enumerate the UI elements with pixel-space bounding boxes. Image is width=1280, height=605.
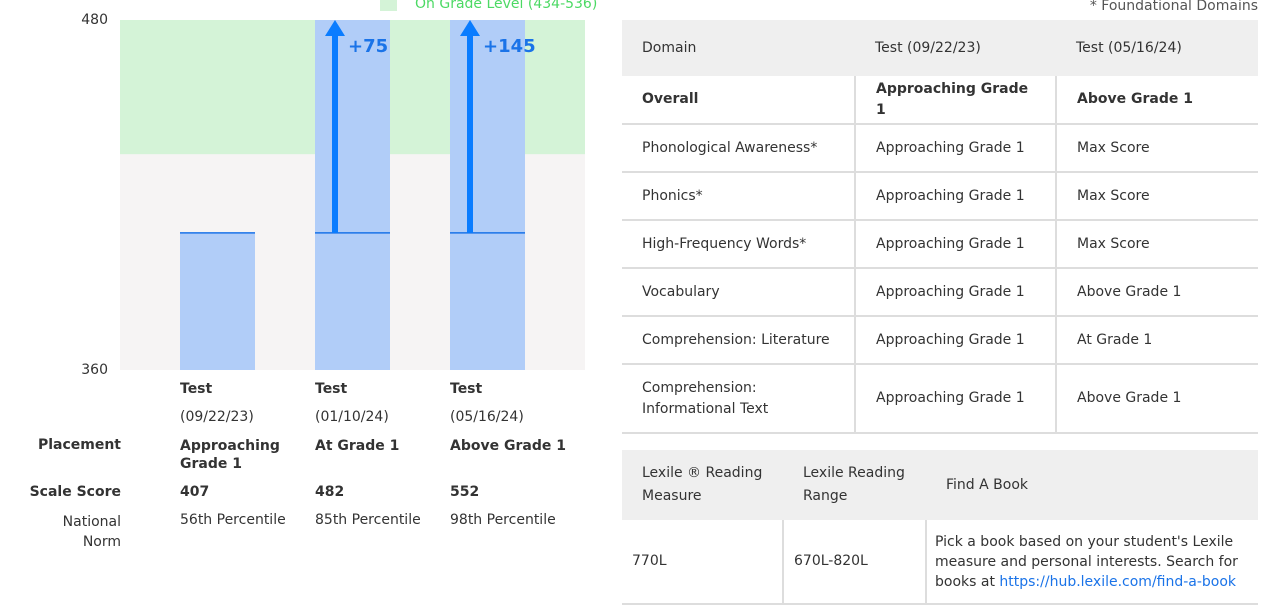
table-cell: Above Grade 1	[1055, 268, 1258, 317]
domain-table: Domain Test (09/22/23) Test (05/16/24) Over…	[622, 20, 1258, 434]
arrow-head	[460, 20, 480, 36]
table-cell: Comprehension: Literature	[622, 316, 855, 365]
table-row: Comprehension: Informational Text Approac…	[622, 364, 1258, 434]
scale-score: 552	[450, 484, 480, 500]
placement: At Grade 1	[315, 438, 400, 454]
table-cell: Test (05/16/24)	[1056, 20, 1258, 76]
table-cell: Find A Book	[926, 450, 1258, 520]
placement: Approaching Grade 1	[180, 438, 280, 472]
table-row: High-Frequency Words* Approaching Grade 1…	[622, 220, 1258, 269]
table-cell: Lexile Reading Range	[783, 450, 926, 520]
find-text: Pick a book based on your student's Lexi…	[935, 533, 1238, 590]
table-cell: Above Grade 1	[1055, 364, 1258, 434]
table-cell: Approaching Grade 1	[854, 364, 1056, 434]
test-name: Test	[315, 381, 348, 397]
table-row: Vocabulary Approaching Grade 1 Above Grade…	[622, 268, 1258, 317]
table-row: Domain Test (09/22/23) Test (05/16/24)	[622, 20, 1258, 76]
table-cell: Approaching Grade 1	[854, 220, 1056, 269]
test-name: Test	[450, 381, 483, 397]
test-name: Test	[180, 381, 213, 397]
table-row: Overall Approaching Grade 1 Above Grade 1	[622, 76, 1258, 125]
table-row: 770L 670L-820L Pick a book based on your s…	[622, 520, 1258, 605]
table-cell: Comprehension: Informational Text	[622, 364, 855, 434]
table-cell: At Grade 1	[1055, 316, 1258, 365]
arrow-head	[325, 20, 345, 36]
table-row: Phonological Awareness* Approaching Grade…	[622, 124, 1258, 173]
national-norm: 85th Percentile	[315, 512, 421, 528]
table-row: Phonics* Approaching Grade 1 Max Score	[622, 172, 1258, 221]
table-cell: Max Score	[1055, 124, 1258, 173]
test-date: (01/10/24)	[315, 409, 389, 425]
legend-label: On Grade Level (434-536)	[415, 0, 597, 12]
national-norm: 56th Percentile	[180, 512, 286, 528]
y-tick-label: 480	[81, 12, 108, 28]
table-cell: Max Score	[1055, 172, 1258, 221]
placement: Above Grade 1	[450, 438, 566, 454]
table-cell: Overall	[622, 76, 855, 125]
table-cell: Pick a book based on your student's Lexi…	[925, 520, 1258, 605]
score-bar	[180, 232, 255, 370]
row-label: Placement	[37, 437, 121, 453]
score-chart: 360 480 On Grade Level (434-536) +75 +145	[81, 0, 597, 378]
table-row: Lexile ® Reading Measure Lexile Reading R…	[622, 450, 1258, 520]
table-row: Comprehension: Literature Approaching Gra…	[622, 316, 1258, 365]
table-cell: 670L-820L	[782, 520, 926, 605]
table-cell: Domain	[622, 20, 855, 76]
table-cell: Approaching Grade 1	[854, 124, 1056, 173]
test-date: (09/22/23)	[180, 409, 254, 425]
row-label: National Norm	[62, 514, 121, 550]
growth-label: +75	[348, 36, 388, 57]
table-cell: Approaching Grade 1	[854, 76, 1056, 125]
y-tick-label: 360	[81, 362, 108, 378]
scale-score: 407	[180, 484, 210, 500]
table-cell: Lexile ® Reading Measure	[622, 450, 783, 520]
score-bar	[450, 20, 525, 370]
find-link[interactable]: https://hub.lexile.com/find-a-book	[999, 573, 1237, 590]
legend-swatch	[380, 0, 397, 11]
table-cell: High-Frequency Words*	[622, 220, 855, 269]
table-cell: Phonological Awareness*	[622, 124, 855, 173]
table-cell: Max Score	[1055, 220, 1258, 269]
table-cell: Vocabulary	[622, 268, 855, 317]
row-label: Scale Score	[29, 484, 121, 500]
table-cell: 770L	[622, 520, 783, 605]
table-cell: Phonics*	[622, 172, 855, 221]
growth-label: +145	[483, 36, 536, 57]
national-norm: 98th Percentile	[450, 512, 556, 528]
table-cell: Approaching Grade 1	[854, 268, 1056, 317]
table-cell: Above Grade 1	[1055, 76, 1258, 125]
table-cell: Approaching Grade 1	[854, 316, 1056, 365]
scale-score: 482	[315, 484, 345, 500]
footnote: * Foundational Domains	[1089, 0, 1258, 14]
lexile-table: Lexile ® Reading Measure Lexile Reading R…	[622, 450, 1258, 605]
table-cell: Test (09/22/23)	[855, 20, 1056, 76]
score-bar	[315, 20, 390, 370]
table-cell: Approaching Grade 1	[854, 172, 1056, 221]
test-date: (05/16/24)	[450, 409, 524, 425]
